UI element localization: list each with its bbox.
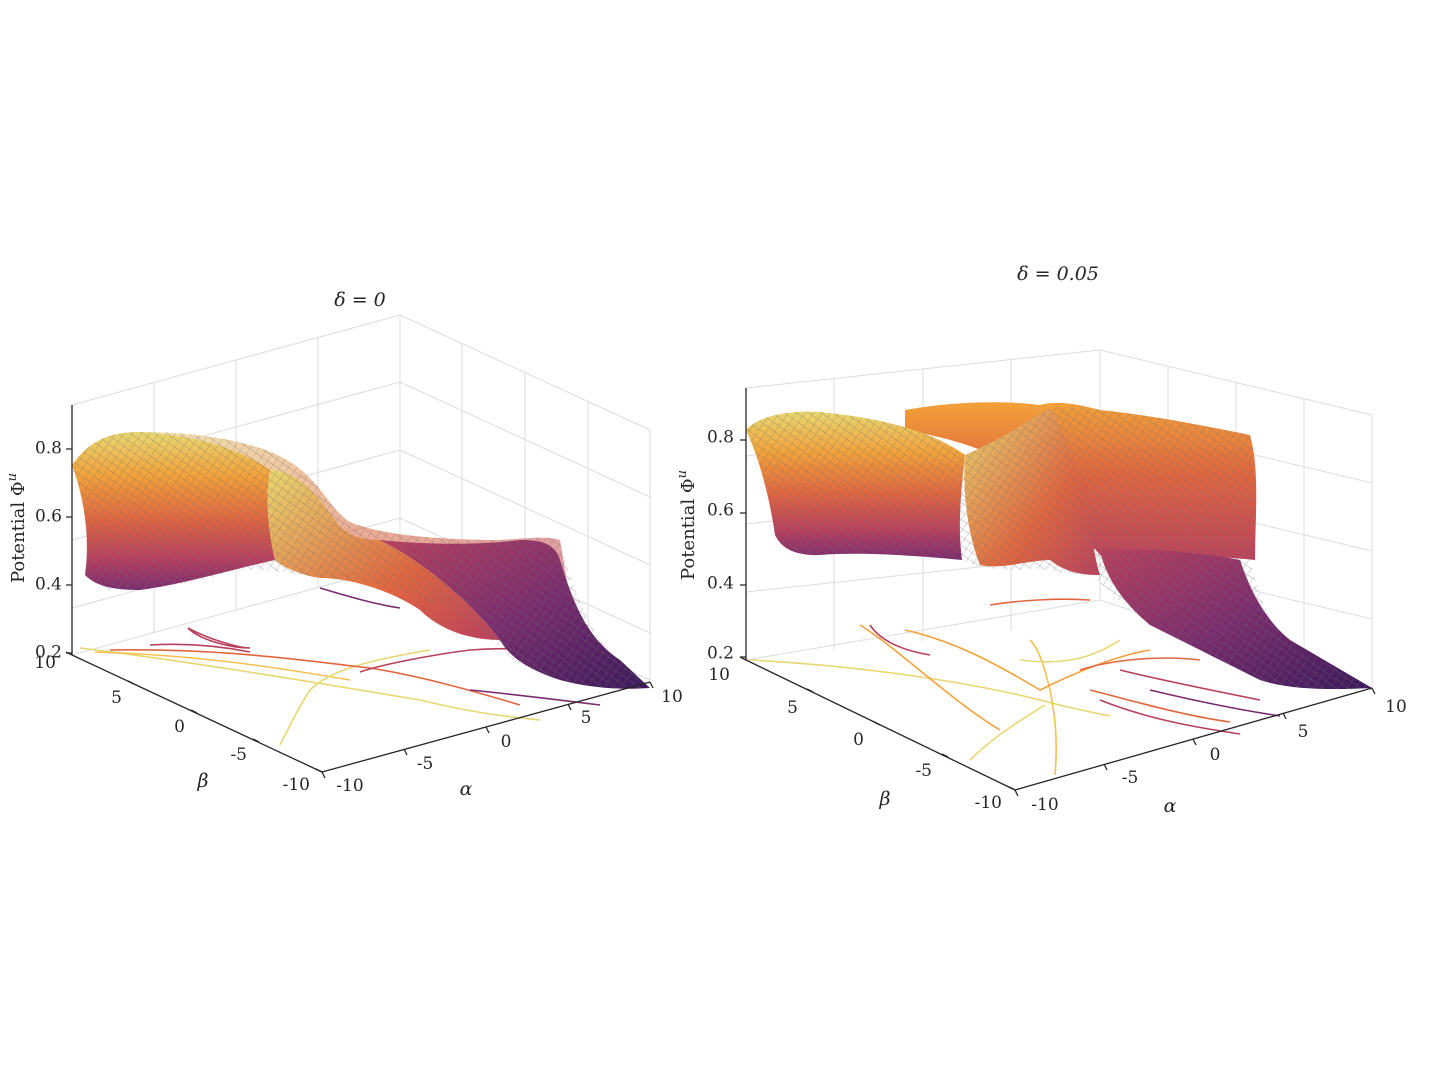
panel-2-contours — [749, 598, 1281, 776]
panel-1-z-tick-1: 0.4 — [35, 575, 62, 595]
panel-1-y-tick-minus-10: -10 — [283, 775, 310, 795]
panel-1-x-ticks: -10 -5 0 5 10 — [336, 687, 683, 796]
panel-1-z-ticks: 0.2 0.4 0.6 0.8 — [35, 439, 62, 663]
panel-2-y-tick-minus-10: -10 — [975, 793, 1002, 813]
panel-1-x-tick-minus-10: -10 — [336, 776, 363, 796]
panel-2-x-tick-minus-5: -5 — [1122, 768, 1139, 788]
panel-1-alpha-label: α — [460, 778, 473, 800]
panel-1-beta-label: β — [197, 770, 209, 792]
panel-1-z-label-text: Potential Φ — [8, 481, 29, 583]
panel-1-y-axis-line — [71, 654, 323, 773]
panel-1: 0.2 0.4 0.6 0.8 10 5 0 -5 -10 -10 -5 0 5… — [5, 289, 683, 800]
panel-2-x-ticks: -10 -5 0 5 10 — [1031, 697, 1407, 815]
panel-1-y-ticks: 10 5 0 -5 -10 — [34, 653, 310, 795]
panel-2: 0.2 0.4 0.6 0.8 10 5 0 -5 -10 -10 -5 0 5… — [675, 263, 1407, 817]
panel-1-z-label-superscript: u — [5, 473, 20, 481]
panel-2-surface — [746, 402, 1372, 690]
panel-1-contours — [79, 587, 601, 746]
panel-2-z-tick-3: 0.8 — [707, 428, 734, 448]
panel-2-z-label: Potential Φu — [675, 470, 699, 580]
panel-1-z-label: Potential Φu — [5, 473, 29, 583]
panel-1-x-tick-minus-5: -5 — [417, 754, 434, 774]
panel-1-y-tick-minus-5: -5 — [230, 745, 247, 765]
panel-1-x-tick-5: 5 — [581, 708, 592, 728]
panel-2-alpha-label: α — [1164, 795, 1177, 817]
panel-2-x-tick-5: 5 — [1298, 722, 1309, 742]
panel-1-z-tick-0: 0.2 — [35, 643, 62, 663]
panel-1-y-tick-10: 10 — [34, 653, 56, 673]
panel-2-y-axis-line — [745, 659, 1016, 791]
panel-1-x-tick-0: 0 — [501, 732, 512, 752]
panel-2-beta-label: β — [879, 788, 891, 810]
panel-2-y-ticks: 10 5 0 -5 -10 — [708, 665, 1002, 813]
panel-2-z-tick-0: 0.2 — [707, 644, 734, 664]
panel-2-y-tick-5: 5 — [787, 698, 798, 718]
panel-2-z-tick-2: 0.6 — [707, 501, 734, 521]
panel-1-x-tick-10: 10 — [661, 687, 683, 707]
panel-1-z-tick-3: 0.8 — [35, 439, 62, 459]
panel-2-z-tick-1: 0.4 — [707, 574, 734, 594]
panel-2-x-tick-minus-10: -10 — [1031, 795, 1058, 815]
panel-2-y-tick-minus-5: -5 — [915, 761, 932, 781]
panel-1-title: δ = 0 — [334, 289, 386, 311]
panel-1-axes — [65, 405, 654, 779]
panel-2-axes — [739, 388, 1376, 797]
panel-2-y-tick-0: 0 — [853, 730, 864, 750]
panel-1-surface — [72, 432, 650, 689]
panel-2-x-tick-0: 0 — [1210, 745, 1221, 765]
panel-2-z-ticks: 0.2 0.4 0.6 0.8 — [707, 428, 734, 664]
panel-2-z-label-superscript: u — [675, 470, 690, 478]
panel-2-y-tick-10: 10 — [708, 665, 730, 685]
panel-2-z-label-text: Potential Φ — [678, 478, 699, 580]
panel-1-y-tick-5: 5 — [111, 688, 122, 708]
panel-1-z-tick-2: 0.6 — [35, 507, 62, 527]
panel-1-y-tick-0: 0 — [174, 717, 185, 737]
panel-2-x-tick-10: 10 — [1385, 697, 1407, 717]
panel-2-title: δ = 0.05 — [1017, 263, 1099, 285]
